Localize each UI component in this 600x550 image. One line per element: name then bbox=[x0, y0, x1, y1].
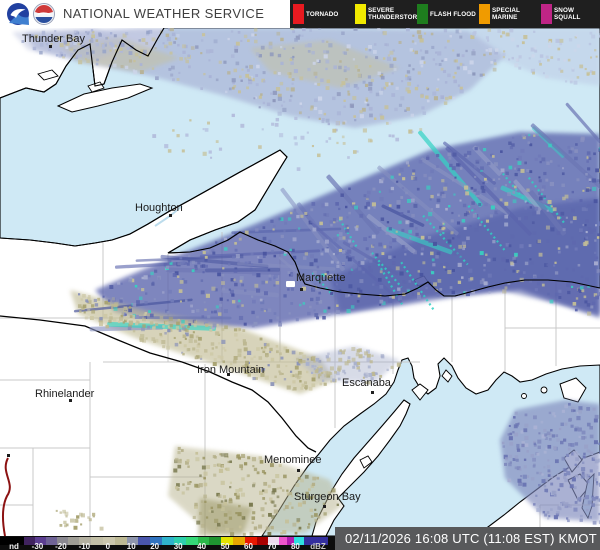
legend-label: SPECIAL MARINE bbox=[492, 7, 520, 21]
legend-item-flash-flood: FLASH FLOOD bbox=[417, 4, 477, 24]
city-label-menominee: Menominee bbox=[264, 454, 322, 466]
colorbar-segment bbox=[46, 537, 57, 545]
colorbar-segment bbox=[186, 537, 198, 545]
city-dot bbox=[300, 288, 303, 291]
legend-item-severe-thunderstorm: SEVERE THUNDERSTORM bbox=[355, 4, 423, 24]
colorbar-segment bbox=[162, 537, 174, 545]
city-label-marquette: Marquette bbox=[296, 272, 346, 284]
legend-item-tornado: TORNADO bbox=[293, 4, 353, 24]
colorbar-tick: 10 bbox=[126, 542, 136, 550]
colorbar-unit: dBZ bbox=[310, 542, 326, 550]
colorbar-segment bbox=[209, 537, 221, 545]
colorbar-tick: 80 bbox=[290, 542, 300, 550]
colorbar-segment bbox=[245, 537, 257, 545]
basemap-canvas bbox=[0, 28, 600, 536]
legend-swatch bbox=[417, 4, 428, 24]
legend-swatch bbox=[355, 4, 366, 24]
city-dot bbox=[323, 505, 326, 508]
legend-item-snow-squall: SNOW SQUALL bbox=[541, 4, 600, 24]
colorbar-segment bbox=[279, 537, 287, 545]
colorbar-segment bbox=[233, 537, 245, 545]
city-dot bbox=[297, 469, 300, 472]
legend-label: FLASH FLOOD bbox=[430, 10, 476, 18]
city-label-iron-mountain: Iron Mountain bbox=[197, 364, 265, 376]
legend-label: SEVERE THUNDERSTORM bbox=[368, 7, 423, 21]
colorbar-segment bbox=[221, 537, 233, 545]
colorbar-segment bbox=[268, 537, 279, 545]
colorbar-segment bbox=[304, 537, 328, 545]
colorbar-segment bbox=[115, 537, 127, 545]
nws-logo-icon bbox=[33, 3, 55, 25]
colorbar-segment bbox=[79, 537, 91, 545]
colorbar-tick: 40 bbox=[197, 542, 207, 550]
colorbar-segment bbox=[0, 537, 24, 545]
colorbar-segment bbox=[35, 537, 46, 545]
colorbar-tick: -20 bbox=[55, 542, 67, 550]
agency-title: NATIONAL WEATHER SERVICE bbox=[63, 6, 265, 21]
colorbar-tick: nd bbox=[9, 542, 19, 550]
town-marker bbox=[7, 454, 10, 457]
precipitation-layer bbox=[12, 28, 600, 536]
legend-swatch bbox=[293, 4, 304, 24]
legend-swatch bbox=[479, 4, 490, 24]
colorbar-tick: 20 bbox=[150, 542, 160, 550]
warning-legend: TORNADO SEVERE THUNDERSTORM FLASH FLOOD SPE… bbox=[290, 0, 600, 28]
coastlines-overlay bbox=[0, 28, 600, 297]
city-label-rhinelander: Rhinelander bbox=[35, 388, 95, 400]
legend-label: TORNADO bbox=[306, 10, 339, 18]
timestamp-station-label: 02/11/2026 16:08 UTC (11:08 EST) KMOT bbox=[335, 527, 600, 550]
colorbar-segment bbox=[127, 537, 138, 545]
city-label-sturgeon-bay: Sturgeon Bay bbox=[294, 491, 361, 503]
city-dot bbox=[49, 45, 52, 48]
legend-label: SNOW SQUALL bbox=[554, 7, 581, 21]
noaa-logo-icon bbox=[7, 3, 29, 25]
highway-road bbox=[1, 457, 11, 536]
city-label-thunder-bay: Thunder Bay bbox=[22, 33, 85, 45]
city-label-houghton: Houghton bbox=[135, 202, 183, 214]
colorbar-segment bbox=[103, 537, 115, 545]
colorbar-tick: 50 bbox=[220, 542, 230, 550]
colorbar-segment bbox=[138, 537, 150, 545]
radar-site-marker bbox=[286, 281, 295, 287]
colorbar-tick: 60 bbox=[244, 542, 253, 550]
city-dot bbox=[371, 391, 374, 394]
colorbar-segment bbox=[57, 537, 68, 545]
colorbar-segment bbox=[198, 537, 209, 545]
colorbar-segment bbox=[150, 537, 162, 545]
colorbar-segment bbox=[257, 537, 268, 545]
colorbar-tick: 0 bbox=[105, 542, 111, 550]
reflectivity-colorbar bbox=[0, 537, 330, 545]
colorbar-tick: -10 bbox=[78, 542, 91, 550]
colorbar-tick: 30 bbox=[173, 542, 183, 550]
colorbar-tick: 70 bbox=[267, 542, 277, 550]
colorbar-segment bbox=[24, 537, 35, 545]
colorbar-tick: -30 bbox=[31, 542, 44, 550]
colorbar-segment bbox=[91, 537, 103, 545]
city-dot bbox=[69, 399, 72, 402]
legend-swatch bbox=[541, 4, 552, 24]
city-dot bbox=[227, 373, 230, 376]
city-label-escanaba: Escanaba bbox=[342, 377, 391, 389]
radar-map[interactable]: Thunder Bay Houghton Marquette Iron Mountai… bbox=[0, 28, 600, 536]
colorbar-segment bbox=[68, 537, 79, 545]
colorbar-segment bbox=[287, 537, 294, 545]
colorbar-segment bbox=[174, 537, 186, 545]
legend-item-special-marine: SPECIAL MARINE bbox=[479, 4, 539, 24]
colorbar-segment bbox=[294, 537, 304, 545]
city-dot bbox=[169, 214, 172, 217]
